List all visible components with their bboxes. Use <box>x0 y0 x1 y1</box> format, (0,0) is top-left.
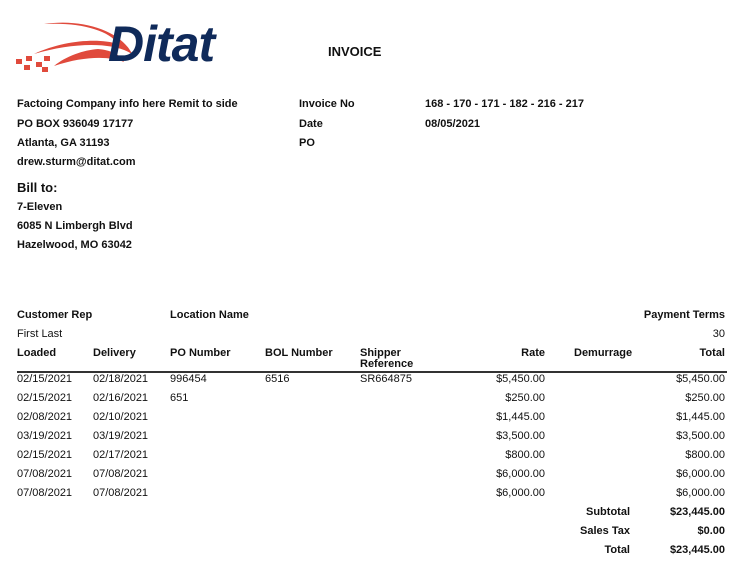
bill-to-line: Hazelwood, MO 63042 <box>17 239 132 251</box>
cell-loaded: 02/15/2021 <box>17 449 73 461</box>
cell-total: $5,450.00 <box>676 373 725 385</box>
cell-loaded: 07/08/2021 <box>17 487 73 499</box>
cell-rate: $1,445.00 <box>496 411 545 423</box>
invoice-no-value: 168 - 170 - 171 - 182 - 216 - 217 <box>425 98 584 110</box>
location-name-label: Location Name <box>170 309 249 321</box>
cell-loaded: 02/15/2021 <box>17 392 73 404</box>
cell-shipper-reference: SR664875 <box>360 373 412 385</box>
col-shipper-reference: Shipper Reference <box>360 348 413 370</box>
remit-email: drew.sturm@ditat.com <box>17 156 136 168</box>
cell-rate: $250.00 <box>505 392 545 404</box>
bill-to-line: 7-Eleven <box>17 201 63 213</box>
col-total: Total <box>699 347 725 359</box>
cell-delivery: 07/08/2021 <box>93 468 149 480</box>
col-po-number: PO Number <box>170 347 231 359</box>
cell-total: $250.00 <box>685 392 725 404</box>
date-label: Date <box>299 118 323 130</box>
customer-rep-label: Customer Rep <box>17 309 93 321</box>
date-value: 08/05/2021 <box>425 118 481 130</box>
cell-loaded: 02/15/2021 <box>17 373 73 385</box>
sales-tax-label: Sales Tax <box>580 525 630 537</box>
col-loaded: Loaded <box>17 347 57 359</box>
payment-terms-value: 30 <box>712 328 725 340</box>
col-shipper-line: Reference <box>360 358 414 370</box>
cell-total: $1,445.00 <box>676 411 725 423</box>
col-delivery: Delivery <box>93 347 136 359</box>
cell-loaded: 03/19/2021 <box>17 430 73 442</box>
total-value: $23,445.00 <box>669 544 725 556</box>
ditat-logo <box>14 14 254 80</box>
po-label: PO <box>299 137 315 149</box>
cell-total: $6,000.00 <box>676 487 725 499</box>
cell-loaded: 07/08/2021 <box>17 468 73 480</box>
logo-swoosh-icon <box>16 22 132 72</box>
sales-tax-value: $0.00 <box>697 525 725 537</box>
document-title: INVOICE <box>328 44 382 59</box>
logo-text: Ditat <box>108 16 215 72</box>
payment-terms-label: Payment Terms <box>643 309 725 321</box>
col-bol-number: BOL Number <box>265 347 333 359</box>
customer-rep-value: First Last <box>17 328 63 340</box>
col-rate: Rate <box>521 347 545 359</box>
cell-po-number: 651 <box>170 392 189 404</box>
col-shipper-line: Shipper <box>360 347 401 359</box>
cell-delivery: 02/10/2021 <box>93 411 149 423</box>
remit-line: PO BOX 936049 17177 <box>17 118 134 130</box>
cell-bol-number: 6516 <box>265 373 290 385</box>
remit-line: Atlanta, GA 31193 <box>17 137 110 149</box>
subtotal-label: Subtotal <box>586 506 630 518</box>
bill-to-line: 6085 N Limbergh Blvd <box>17 220 133 232</box>
total-label: Total <box>604 544 630 556</box>
subtotal-value: $23,445.00 <box>669 506 725 518</box>
cell-po-number: 996454 <box>170 373 207 385</box>
invoice-no-label: Invoice No <box>299 98 355 110</box>
cell-loaded: 02/08/2021 <box>17 411 73 423</box>
col-demurrage: Demurrage <box>574 347 633 359</box>
cell-total: $3,500.00 <box>676 430 725 442</box>
bill-to-heading: Bill to: <box>17 180 58 195</box>
cell-rate: $6,000.00 <box>496 468 545 480</box>
cell-delivery: 02/16/2021 <box>93 392 149 404</box>
cell-delivery: 02/18/2021 <box>93 373 149 385</box>
cell-delivery: 07/08/2021 <box>93 487 149 499</box>
cell-rate: $5,450.00 <box>496 373 545 385</box>
header-divider <box>17 371 727 373</box>
cell-total: $800.00 <box>685 449 725 461</box>
cell-delivery: 03/19/2021 <box>93 430 149 442</box>
cell-delivery: 02/17/2021 <box>93 449 149 461</box>
cell-rate: $800.00 <box>505 449 545 461</box>
cell-total: $6,000.00 <box>676 468 725 480</box>
cell-rate: $6,000.00 <box>496 487 545 499</box>
cell-rate: $3,500.00 <box>496 430 545 442</box>
remit-line: Factoing Company info here Remit to side <box>17 98 238 110</box>
